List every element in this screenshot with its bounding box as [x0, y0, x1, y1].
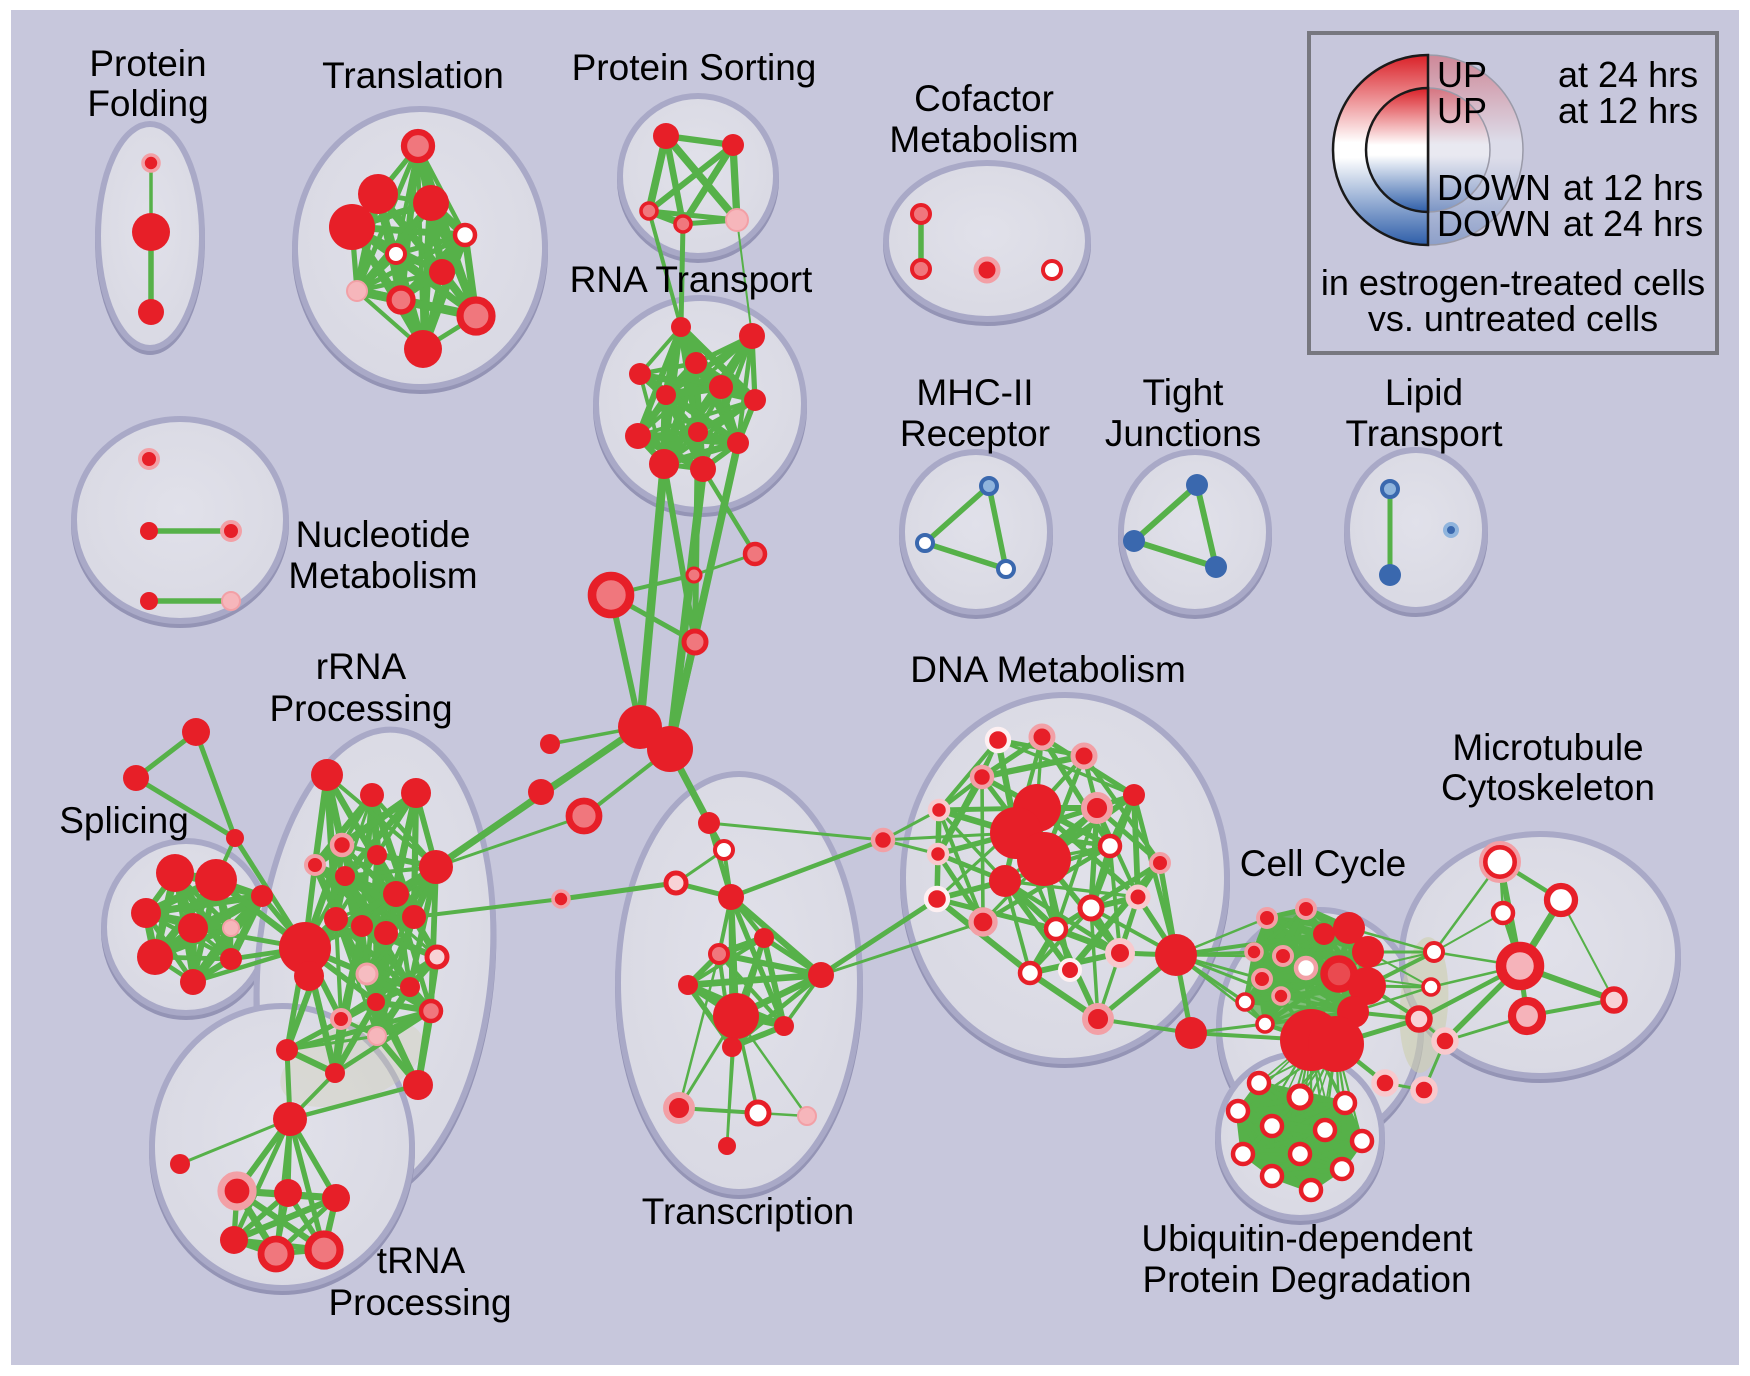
svg-text:Metabolism: Metabolism — [288, 555, 477, 596]
svg-text:Tight: Tight — [1143, 372, 1225, 413]
svg-text:Protein Sorting: Protein Sorting — [572, 47, 817, 88]
svg-text:Protein Degradation: Protein Degradation — [1142, 1259, 1471, 1300]
svg-text:at 12 hrs: at 12 hrs — [1563, 167, 1703, 208]
svg-text:UP: UP — [1437, 54, 1487, 95]
svg-text:UP: UP — [1437, 90, 1487, 131]
svg-text:Translation: Translation — [322, 55, 504, 96]
svg-text:in estrogen-treated cells: in estrogen-treated cells — [1321, 262, 1705, 303]
svg-text:at 24 hrs: at 24 hrs — [1563, 203, 1703, 244]
svg-text:Transport: Transport — [1346, 413, 1504, 454]
svg-text:Processing: Processing — [269, 688, 452, 729]
svg-text:Processing: Processing — [328, 1282, 511, 1323]
svg-text:Cell Cycle: Cell Cycle — [1240, 843, 1407, 884]
svg-text:tRNA: tRNA — [377, 1240, 466, 1281]
svg-text:Protein: Protein — [89, 43, 206, 84]
svg-text:Microtubule: Microtubule — [1452, 727, 1643, 768]
svg-text:Ubiquitin-dependent: Ubiquitin-dependent — [1141, 1218, 1473, 1259]
svg-text:Splicing: Splicing — [59, 800, 189, 841]
svg-text:Metabolism: Metabolism — [889, 119, 1078, 160]
svg-text:RNA Transport: RNA Transport — [570, 259, 813, 300]
svg-text:rRNA: rRNA — [316, 646, 407, 687]
svg-text:Cytoskeleton: Cytoskeleton — [1441, 767, 1655, 808]
svg-text:Receptor: Receptor — [900, 413, 1050, 454]
svg-text:Folding: Folding — [87, 83, 208, 124]
svg-text:DOWN: DOWN — [1437, 203, 1551, 244]
svg-text:MHC-II: MHC-II — [916, 372, 1033, 413]
svg-text:DOWN: DOWN — [1437, 167, 1551, 208]
svg-text:DNA Metabolism: DNA Metabolism — [910, 649, 1186, 690]
svg-text:at 12 hrs: at 12 hrs — [1558, 90, 1698, 131]
svg-text:Cofactor: Cofactor — [914, 78, 1054, 119]
svg-text:Junctions: Junctions — [1105, 413, 1261, 454]
svg-text:at 24 hrs: at 24 hrs — [1558, 54, 1698, 95]
svg-text:Transcription: Transcription — [642, 1191, 854, 1232]
svg-text:Nucleotide: Nucleotide — [296, 514, 471, 555]
svg-text:Lipid: Lipid — [1385, 372, 1463, 413]
svg-text:vs. untreated cells: vs. untreated cells — [1368, 298, 1658, 339]
